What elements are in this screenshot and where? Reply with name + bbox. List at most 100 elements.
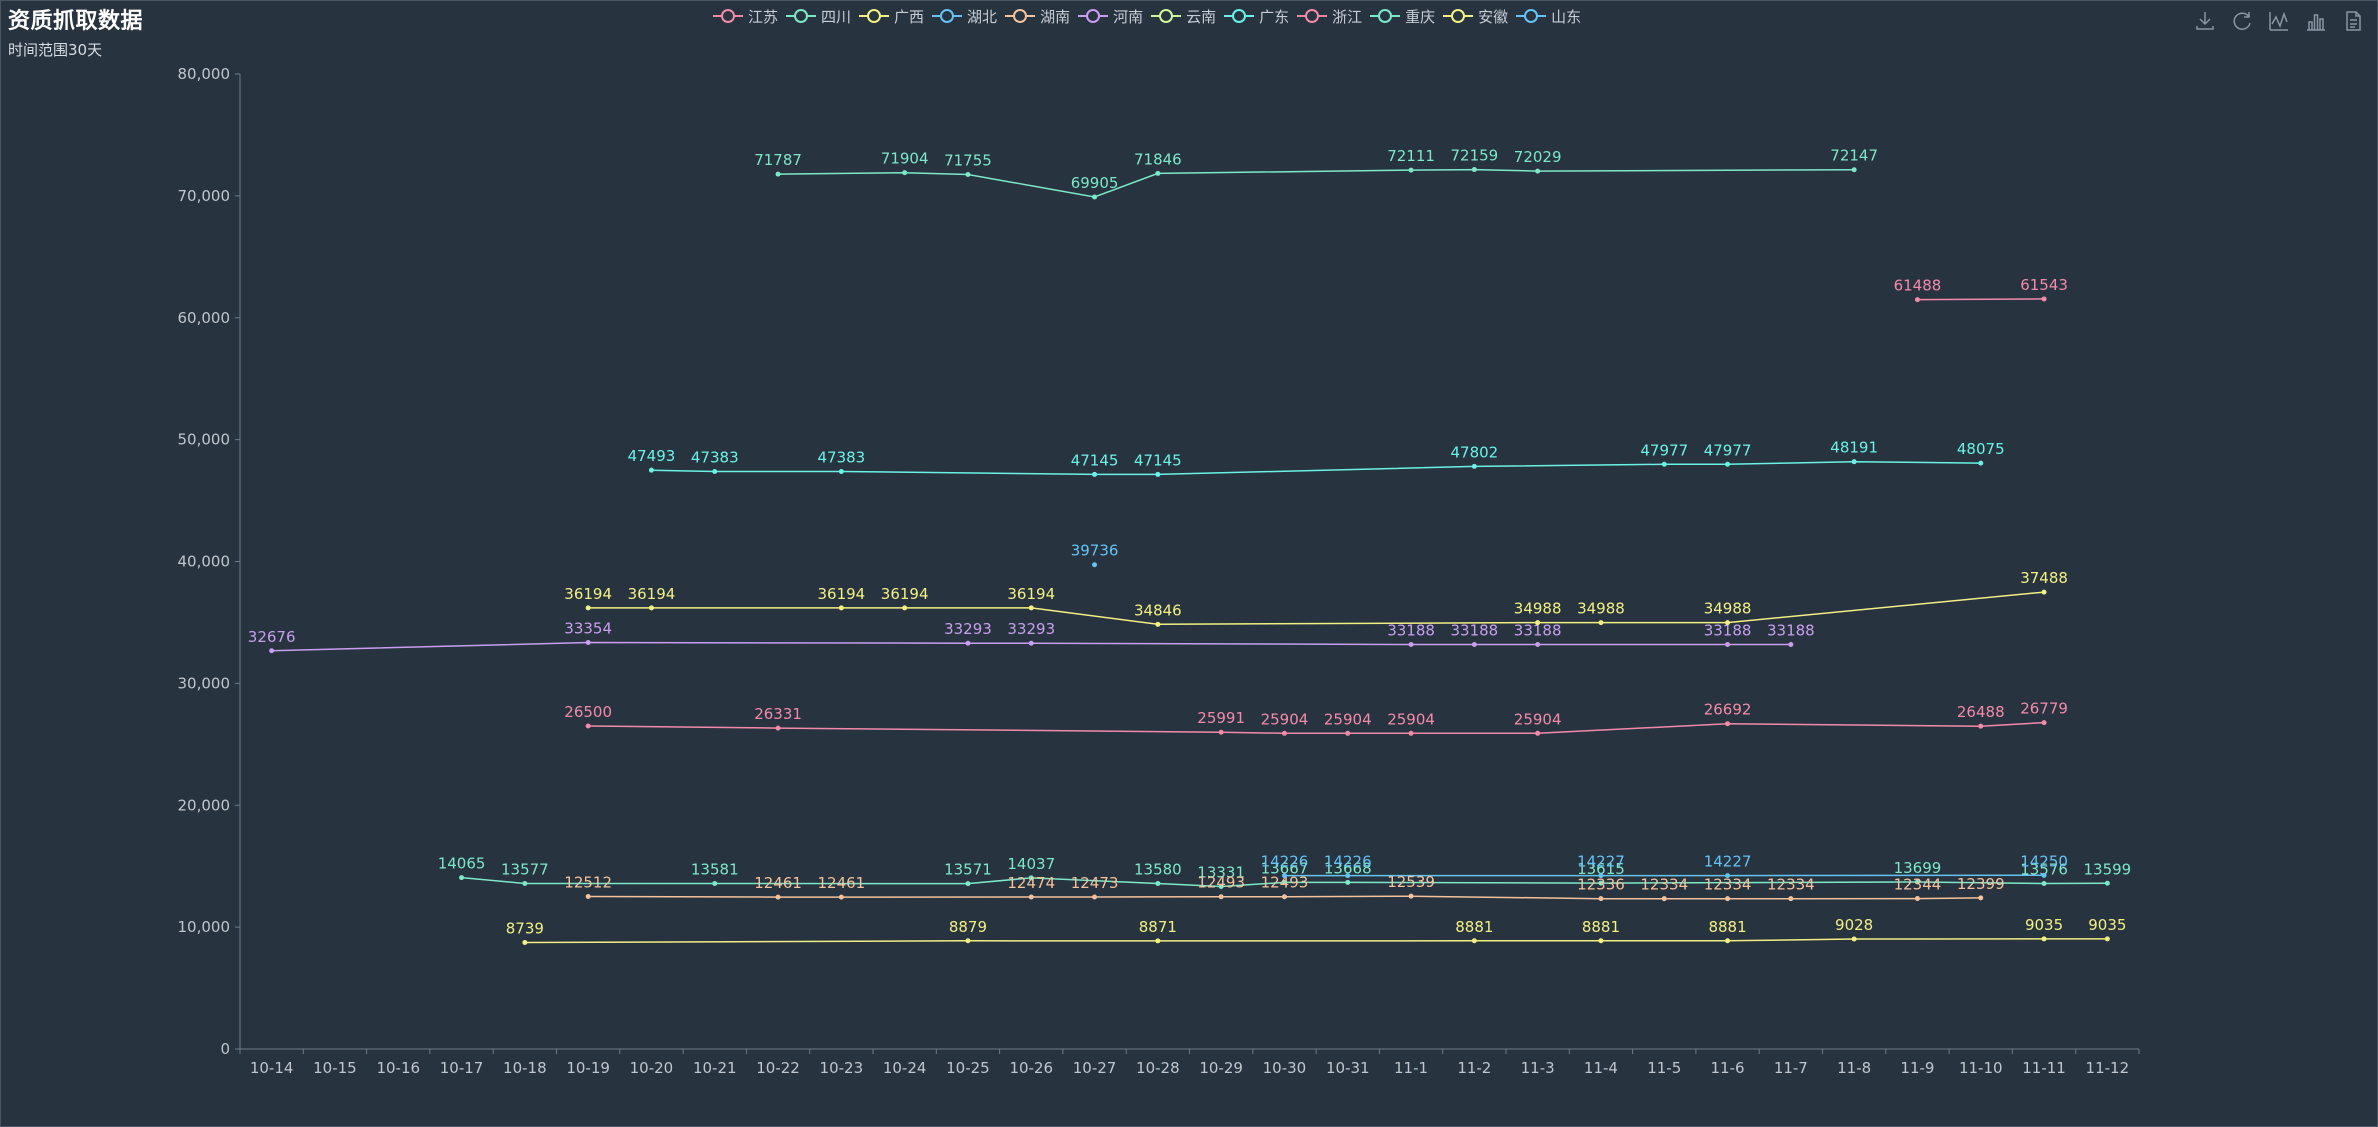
legend-item[interactable]: 河南 (1078, 6, 1143, 27)
data-point (1092, 194, 1098, 200)
legend-marker (940, 9, 955, 23)
data-point (838, 469, 844, 475)
data-label: 26779 (2020, 700, 2068, 718)
legend-item[interactable]: 山东 (1516, 6, 1581, 27)
data-label: 12334 (1704, 876, 1752, 894)
data-label: 12344 (1894, 876, 1942, 894)
data-point (1028, 640, 1034, 646)
data-label: 13699 (1894, 859, 1942, 877)
x-tick-label: 10-18 (503, 1059, 547, 1077)
data-label: 9035 (2025, 916, 2063, 934)
legend-label: 河南 (1113, 7, 1144, 26)
legend-item[interactable]: 江苏 (713, 6, 778, 27)
y-tick-label: 40,000 (178, 553, 231, 571)
data-point (1851, 936, 1857, 942)
legend-marker (1524, 9, 1539, 23)
legend-item[interactable]: 广东 (1224, 6, 1289, 27)
data-label: 71787 (754, 151, 802, 169)
x-tick-label: 10-29 (1199, 1059, 1243, 1077)
data-point (585, 605, 591, 611)
download-icon[interactable] (2193, 9, 2217, 33)
data-label: 13580 (1134, 860, 1182, 878)
legend-item[interactable]: 广西 (859, 6, 924, 27)
data-point (1028, 875, 1034, 881)
legend-marker (1378, 9, 1393, 23)
data-label: 47977 (1640, 441, 1688, 459)
x-tick-label: 10-17 (440, 1059, 484, 1077)
line-chart-icon[interactable] (2267, 9, 2291, 33)
data-label: 13581 (691, 860, 739, 878)
legend-line-icon (713, 9, 743, 23)
data-point (712, 880, 718, 886)
x-tick-label: 10-26 (1009, 1059, 1053, 1077)
data-point (648, 605, 654, 611)
legend-item[interactable]: 湖南 (1005, 6, 1070, 27)
data-point (2041, 881, 2047, 887)
x-tick-label: 10-14 (250, 1059, 294, 1077)
data-point (648, 467, 654, 473)
series-line (588, 721, 2045, 735)
data-point (1281, 730, 1287, 736)
refresh-icon[interactable] (2230, 9, 2254, 33)
legend-marker (1232, 9, 1247, 23)
data-point (1725, 642, 1731, 648)
data-label: 34988 (1704, 600, 1752, 618)
data-point (1914, 879, 1920, 885)
data-point (1851, 167, 1857, 173)
data-point (522, 939, 528, 945)
data-point (522, 881, 528, 887)
data-label: 33188 (1767, 622, 1815, 640)
data-label: 33293 (1007, 620, 1055, 638)
data-label: 26500 (564, 703, 612, 721)
data-point (1345, 873, 1351, 879)
data-label: 12336 (1577, 876, 1625, 894)
data-point (1851, 459, 1857, 465)
legend-item[interactable]: 四川 (786, 6, 851, 27)
data-point (1978, 460, 1984, 466)
y-tick-label: 60,000 (178, 309, 231, 327)
y-tick-label: 30,000 (178, 674, 231, 692)
chart-title: 资质抓取数据 (8, 9, 144, 34)
data-label: 33293 (944, 620, 992, 638)
x-tick-label: 11-12 (2086, 1059, 2130, 1077)
legend-marker (1086, 9, 1101, 23)
x-tick-label: 11-11 (2022, 1059, 2066, 1077)
data-label: 37488 (2020, 569, 2068, 587)
data-label: 14227 (1704, 853, 1752, 871)
data-label: 72111 (1387, 147, 1435, 165)
data-label: 47977 (1704, 441, 1752, 459)
legend-item[interactable]: 安徽 (1443, 6, 1508, 27)
data-label: 32676 (248, 628, 296, 646)
legend-item[interactable]: 浙江 (1297, 6, 1362, 27)
bar-chart-icon[interactable] (2304, 9, 2328, 33)
legend-label: 四川 (821, 7, 852, 26)
legend-item[interactable]: 湖北 (932, 6, 997, 27)
data-point (2041, 589, 2047, 595)
data-label: 13576 (2020, 861, 2068, 879)
data-label: 8739 (506, 919, 544, 937)
legend-line-icon (1005, 9, 1036, 23)
legend-item[interactable]: 云南 (1151, 6, 1216, 27)
data-label: 13599 (2083, 860, 2131, 878)
data-point (585, 723, 591, 729)
data-point (1725, 873, 1731, 879)
legend-line-icon (1224, 9, 1255, 23)
x-tick-label: 10-20 (630, 1059, 674, 1077)
data-label: 33188 (1387, 622, 1435, 640)
legend-label: 云南 (1186, 7, 1217, 26)
data-label: 69905 (1071, 174, 1119, 192)
data-label: 33188 (1450, 622, 1498, 640)
data-label: 12461 (754, 874, 802, 892)
x-tick-label: 11-4 (1584, 1059, 1618, 1077)
data-label: 12512 (564, 874, 612, 892)
data-point (585, 894, 591, 900)
data-point (1661, 461, 1667, 467)
data-view-icon[interactable] (2341, 9, 2365, 33)
legend-item[interactable]: 重庆 (1370, 6, 1435, 27)
legend-label: 湖北 (967, 7, 998, 26)
data-label: 8881 (1455, 918, 1493, 936)
data-label: 47383 (817, 449, 865, 467)
x-tick-label: 11-1 (1394, 1059, 1428, 1077)
y-tick-label: 20,000 (178, 796, 231, 814)
data-point (1218, 729, 1224, 735)
